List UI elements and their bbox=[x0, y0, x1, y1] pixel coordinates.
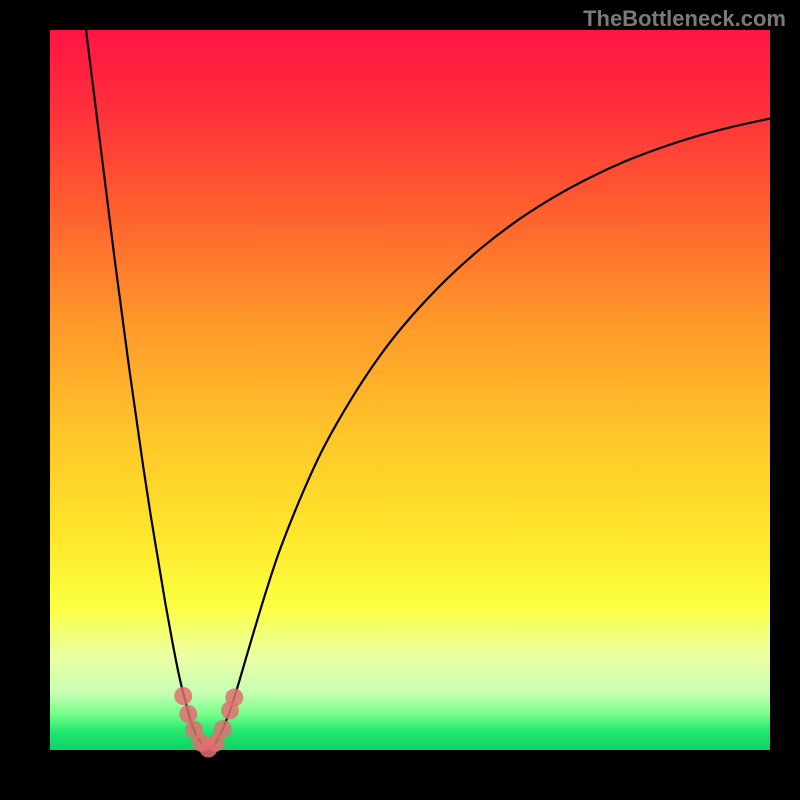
bottleneck-chart bbox=[0, 0, 800, 800]
chart-container: TheBottleneck.com bbox=[0, 0, 800, 800]
data-marker bbox=[179, 705, 197, 723]
data-marker bbox=[225, 688, 243, 706]
plot-area bbox=[50, 30, 770, 750]
data-marker bbox=[214, 720, 232, 738]
watermark-text: TheBottleneck.com bbox=[583, 6, 786, 32]
data-marker bbox=[174, 687, 192, 705]
